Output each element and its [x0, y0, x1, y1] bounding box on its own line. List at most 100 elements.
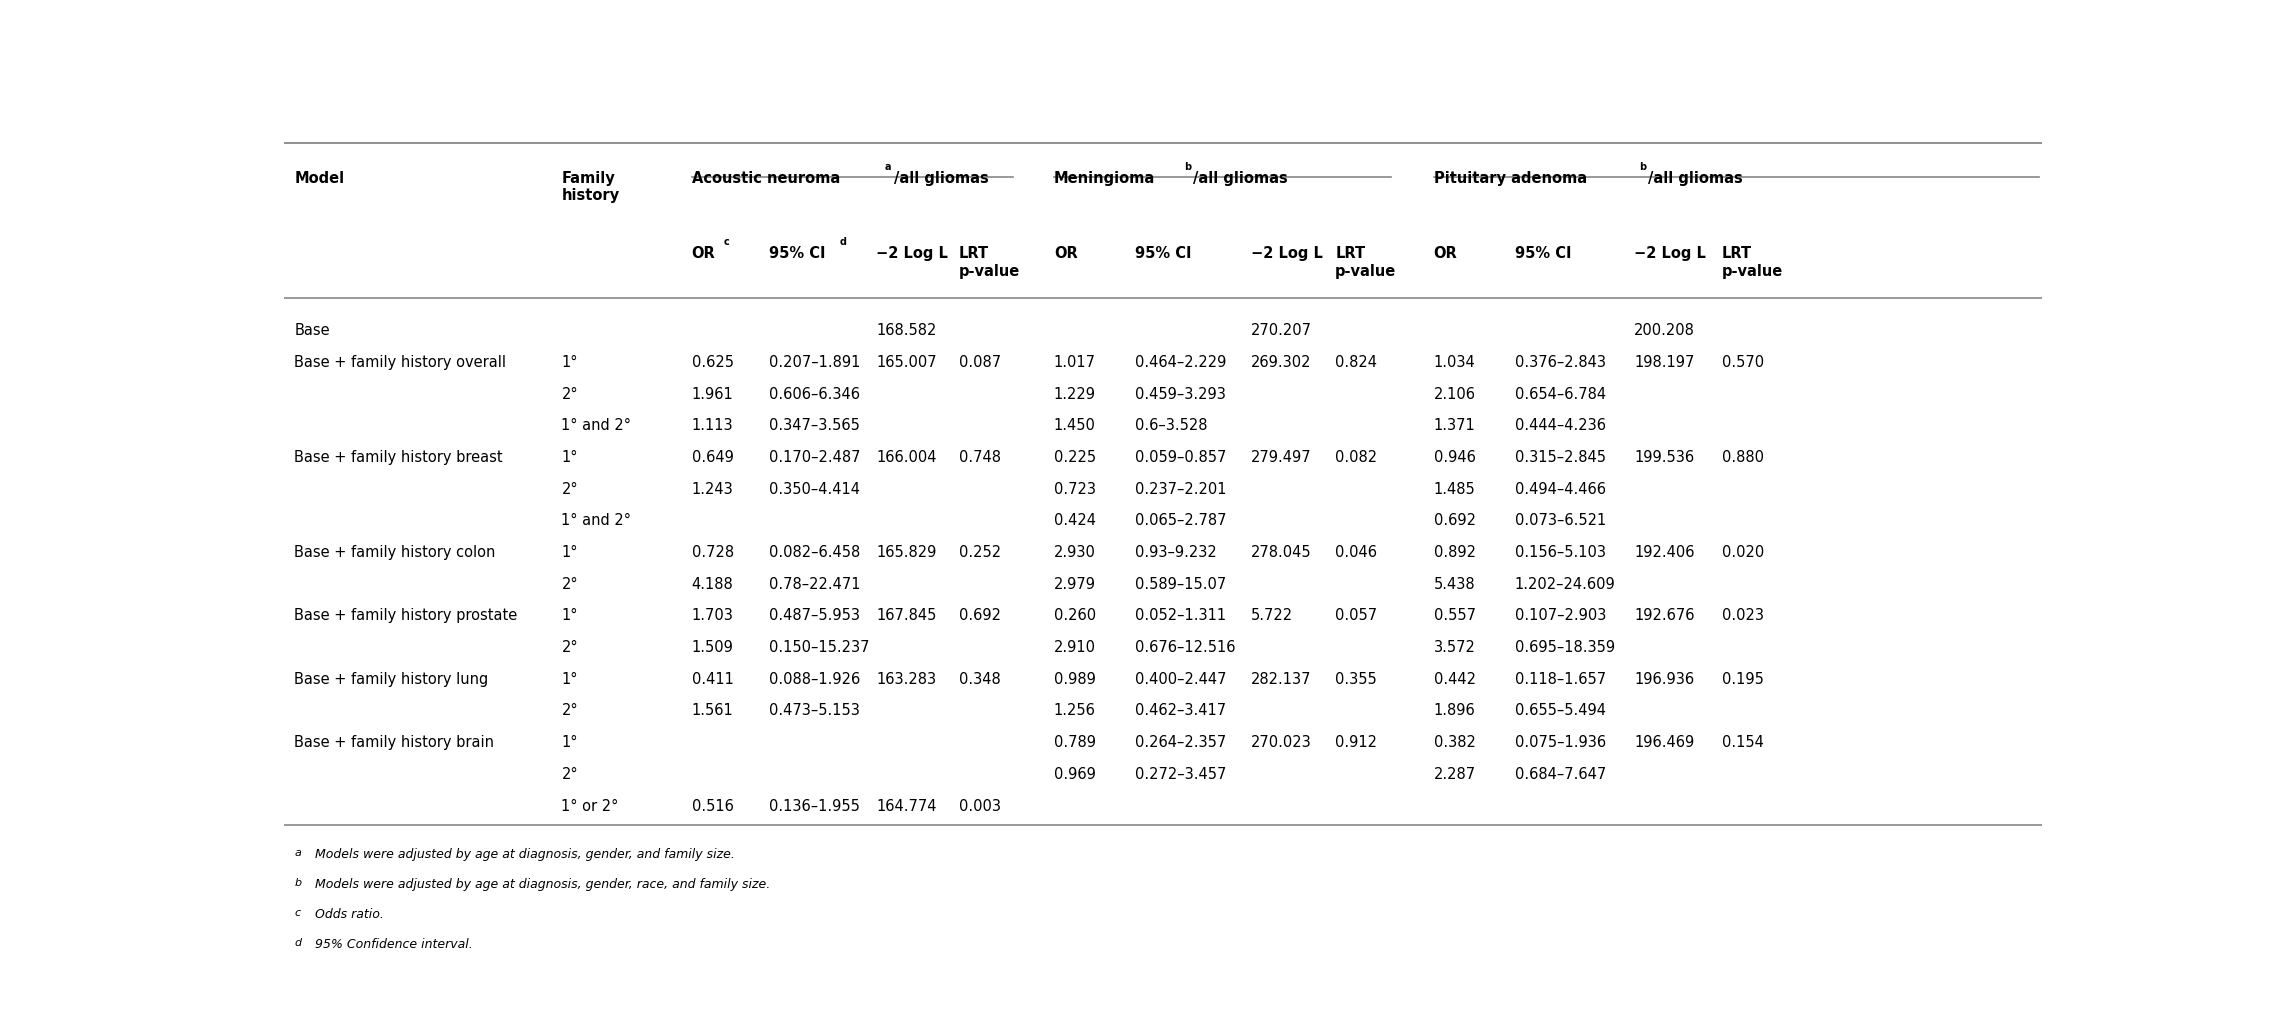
Text: OR: OR	[1053, 246, 1078, 261]
Text: Base + family history prostate: Base + family history prostate	[295, 608, 517, 624]
Text: 168.582: 168.582	[876, 323, 937, 339]
Text: 0.676–12.516: 0.676–12.516	[1134, 640, 1234, 655]
Text: 1.371: 1.371	[1434, 418, 1475, 433]
Text: 1.017: 1.017	[1053, 355, 1096, 369]
Text: 0.348: 0.348	[960, 672, 1001, 686]
Text: 0.046: 0.046	[1334, 545, 1377, 560]
Text: 0.473–5.153: 0.473–5.153	[769, 704, 860, 718]
Text: 1.243: 1.243	[692, 482, 733, 497]
Text: 1.450: 1.450	[1053, 418, 1096, 433]
Text: 95% Confidence interval.: 95% Confidence interval.	[315, 938, 472, 951]
Text: −2 Log L: −2 Log L	[1250, 246, 1323, 261]
Text: 1°: 1°	[560, 672, 579, 686]
Text: 0.723: 0.723	[1053, 482, 1096, 497]
Text: 0.649: 0.649	[692, 450, 733, 465]
Text: 0.059–0.857: 0.059–0.857	[1134, 450, 1225, 465]
Text: 192.676: 192.676	[1634, 608, 1695, 624]
Text: 270.023: 270.023	[1250, 735, 1311, 750]
Text: 0.150–15.237: 0.150–15.237	[769, 640, 869, 655]
Text: Odds ratio.: Odds ratio.	[315, 908, 383, 921]
Text: a: a	[295, 848, 302, 857]
Text: 192.406: 192.406	[1634, 545, 1695, 560]
Text: 1.509: 1.509	[692, 640, 733, 655]
Text: 0.695–18.359: 0.695–18.359	[1516, 640, 1616, 655]
Text: 0.93–9.232: 0.93–9.232	[1134, 545, 1216, 560]
Text: b: b	[1184, 162, 1191, 172]
Text: 0.748: 0.748	[960, 450, 1001, 465]
Text: 1° or 2°: 1° or 2°	[560, 799, 619, 814]
Text: 199.536: 199.536	[1634, 450, 1695, 465]
Text: 0.824: 0.824	[1334, 355, 1377, 369]
Text: 2°: 2°	[560, 767, 579, 782]
Text: 166.004: 166.004	[876, 450, 937, 465]
Text: 0.424: 0.424	[1053, 513, 1096, 528]
Text: 2°: 2°	[560, 482, 579, 497]
Text: LRT
p-value: LRT p-value	[1722, 246, 1783, 279]
Text: 0.073–6.521: 0.073–6.521	[1516, 513, 1606, 528]
Text: 2.910: 2.910	[1053, 640, 1096, 655]
Text: 0.154: 0.154	[1722, 735, 1763, 750]
Text: 0.225: 0.225	[1053, 450, 1096, 465]
Text: 0.264–2.357: 0.264–2.357	[1134, 735, 1225, 750]
Text: Base + family history breast: Base + family history breast	[295, 450, 504, 465]
Text: 1.202–24.609: 1.202–24.609	[1516, 576, 1616, 592]
Text: 5.438: 5.438	[1434, 576, 1475, 592]
Text: 0.6–3.528: 0.6–3.528	[1134, 418, 1207, 433]
Text: 0.459–3.293: 0.459–3.293	[1134, 387, 1225, 401]
Text: 0.252: 0.252	[960, 545, 1001, 560]
Text: d: d	[295, 938, 302, 948]
Text: 1°: 1°	[560, 450, 579, 465]
Text: Base + family history colon: Base + family history colon	[295, 545, 495, 560]
Text: 1°: 1°	[560, 735, 579, 750]
Text: 2.979: 2.979	[1053, 576, 1096, 592]
Text: 1.113: 1.113	[692, 418, 733, 433]
Text: c: c	[295, 908, 300, 918]
Text: 0.355: 0.355	[1334, 672, 1377, 686]
Text: 0.570: 0.570	[1722, 355, 1765, 369]
Text: Pituitary adenoma: Pituitary adenoma	[1434, 171, 1586, 186]
Text: 0.260: 0.260	[1053, 608, 1096, 624]
Text: 165.829: 165.829	[876, 545, 937, 560]
Text: 1.703: 1.703	[692, 608, 733, 624]
Text: 196.469: 196.469	[1634, 735, 1695, 750]
Text: 0.082–6.458: 0.082–6.458	[769, 545, 860, 560]
Text: Base + family history lung: Base + family history lung	[295, 672, 488, 686]
Text: 0.880: 0.880	[1722, 450, 1763, 465]
Text: 3.572: 3.572	[1434, 640, 1475, 655]
Text: 0.315–2.845: 0.315–2.845	[1516, 450, 1606, 465]
Text: 0.684–7.647: 0.684–7.647	[1516, 767, 1606, 782]
Text: Models were adjusted by age at diagnosis, gender, and family size.: Models were adjusted by age at diagnosis…	[315, 848, 735, 860]
Text: d: d	[840, 237, 846, 247]
Text: 0.444–4.236: 0.444–4.236	[1516, 418, 1606, 433]
Text: Base + family history overall: Base + family history overall	[295, 355, 506, 369]
Text: Family
history: Family history	[560, 171, 619, 204]
Text: 0.082: 0.082	[1334, 450, 1377, 465]
Text: 2°: 2°	[560, 704, 579, 718]
Text: 2.287: 2.287	[1434, 767, 1475, 782]
Text: 0.107–2.903: 0.107–2.903	[1516, 608, 1606, 624]
Text: 1.034: 1.034	[1434, 355, 1475, 369]
Text: 0.065–2.787: 0.065–2.787	[1134, 513, 1225, 528]
Text: 0.462–3.417: 0.462–3.417	[1134, 704, 1225, 718]
Text: 0.654–6.784: 0.654–6.784	[1516, 387, 1606, 401]
Text: 0.382: 0.382	[1434, 735, 1475, 750]
Text: 1.485: 1.485	[1434, 482, 1475, 497]
Text: LRT
p-value: LRT p-value	[960, 246, 1021, 279]
Text: 282.137: 282.137	[1250, 672, 1311, 686]
Text: 0.655–5.494: 0.655–5.494	[1516, 704, 1606, 718]
Text: 0.087: 0.087	[960, 355, 1001, 369]
Text: 0.728: 0.728	[692, 545, 733, 560]
Text: 0.625: 0.625	[692, 355, 733, 369]
Text: OR: OR	[1434, 246, 1457, 261]
Text: −2 Log L: −2 Log L	[1634, 246, 1706, 261]
Text: 1.896: 1.896	[1434, 704, 1475, 718]
Text: 1.961: 1.961	[692, 387, 733, 401]
Text: 270.207: 270.207	[1250, 323, 1311, 339]
Text: 269.302: 269.302	[1250, 355, 1311, 369]
Text: 0.350–4.414: 0.350–4.414	[769, 482, 860, 497]
Text: 0.487–5.953: 0.487–5.953	[769, 608, 860, 624]
Text: 1.229: 1.229	[1053, 387, 1096, 401]
Text: 0.207–1.891: 0.207–1.891	[769, 355, 860, 369]
Text: Base + family history brain: Base + family history brain	[295, 735, 495, 750]
Text: Models were adjusted by age at diagnosis, gender, race, and family size.: Models were adjusted by age at diagnosis…	[315, 878, 771, 891]
